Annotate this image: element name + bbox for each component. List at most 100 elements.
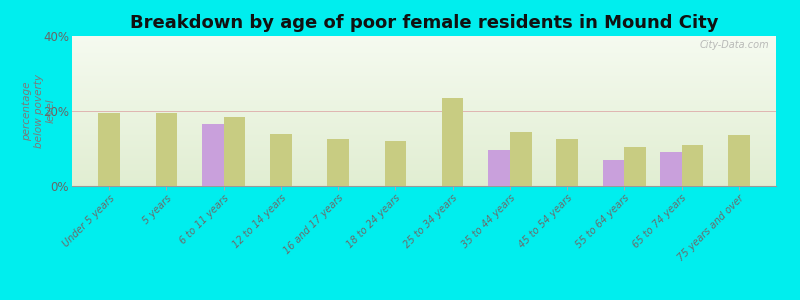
Bar: [72, 146, 776, 147]
Bar: [488, 150, 510, 186]
Bar: [72, 58, 776, 59]
Bar: [72, 70, 776, 71]
Bar: [728, 135, 750, 186]
Bar: [72, 107, 776, 108]
Bar: [224, 117, 246, 186]
Bar: [72, 85, 776, 86]
Bar: [72, 108, 776, 109]
Bar: [72, 99, 776, 100]
Bar: [72, 92, 776, 93]
Bar: [72, 164, 776, 165]
Bar: [72, 54, 776, 55]
Bar: [72, 184, 776, 185]
Bar: [72, 96, 776, 97]
Bar: [72, 129, 776, 130]
Bar: [72, 82, 776, 83]
Bar: [556, 139, 578, 186]
Bar: [72, 180, 776, 181]
Bar: [72, 163, 776, 164]
Bar: [72, 77, 776, 78]
Bar: [72, 106, 776, 107]
Text: City-Data.com: City-Data.com: [699, 40, 769, 50]
Bar: [72, 126, 776, 127]
Bar: [72, 101, 776, 102]
Bar: [72, 61, 776, 62]
Bar: [72, 128, 776, 129]
Bar: [72, 36, 776, 37]
Bar: [72, 177, 776, 178]
Bar: [72, 41, 776, 42]
Bar: [442, 98, 463, 186]
Bar: [72, 102, 776, 103]
Bar: [72, 165, 776, 166]
Bar: [72, 119, 776, 120]
Bar: [72, 116, 776, 117]
Bar: [72, 160, 776, 161]
Bar: [72, 91, 776, 92]
Bar: [72, 47, 776, 48]
Bar: [72, 158, 776, 159]
Bar: [72, 111, 776, 112]
Bar: [72, 95, 776, 96]
Bar: [72, 115, 776, 116]
Bar: [72, 121, 776, 122]
Bar: [72, 62, 776, 63]
Bar: [72, 50, 776, 51]
Bar: [72, 166, 776, 167]
Bar: [72, 65, 776, 66]
Bar: [72, 156, 776, 157]
Y-axis label: percentage
below poverty
level: percentage below poverty level: [22, 74, 56, 148]
Bar: [72, 143, 776, 144]
Bar: [72, 39, 776, 40]
Bar: [72, 136, 776, 137]
Bar: [72, 104, 776, 105]
Bar: [72, 152, 776, 153]
Bar: [72, 122, 776, 123]
Bar: [72, 105, 776, 106]
Bar: [72, 140, 776, 141]
Bar: [72, 46, 776, 47]
Bar: [72, 154, 776, 155]
Bar: [72, 141, 776, 142]
Bar: [72, 42, 776, 43]
Bar: [72, 155, 776, 156]
Bar: [72, 183, 776, 184]
Bar: [72, 78, 776, 79]
Bar: [72, 89, 776, 90]
Bar: [72, 134, 776, 135]
Bar: [72, 185, 776, 186]
Bar: [72, 48, 776, 49]
Bar: [72, 109, 776, 110]
Bar: [72, 100, 776, 101]
Bar: [72, 44, 776, 45]
Bar: [72, 59, 776, 60]
Bar: [72, 72, 776, 73]
Bar: [72, 167, 776, 168]
Bar: [72, 86, 776, 87]
Bar: [72, 52, 776, 53]
Bar: [72, 57, 776, 58]
Bar: [72, 63, 776, 64]
Bar: [270, 134, 292, 186]
Bar: [72, 169, 776, 170]
Bar: [72, 51, 776, 52]
Bar: [72, 161, 776, 162]
Bar: [72, 168, 776, 169]
Bar: [72, 173, 776, 174]
Bar: [72, 45, 776, 46]
Bar: [72, 93, 776, 94]
Bar: [72, 159, 776, 160]
Bar: [72, 131, 776, 132]
Bar: [72, 81, 776, 82]
Bar: [624, 147, 646, 186]
Bar: [72, 170, 776, 171]
Bar: [155, 113, 178, 186]
Bar: [72, 87, 776, 88]
Bar: [72, 83, 776, 84]
Bar: [72, 162, 776, 163]
Bar: [72, 148, 776, 149]
Bar: [72, 114, 776, 115]
Bar: [72, 132, 776, 133]
Bar: [72, 137, 776, 138]
Bar: [72, 69, 776, 70]
